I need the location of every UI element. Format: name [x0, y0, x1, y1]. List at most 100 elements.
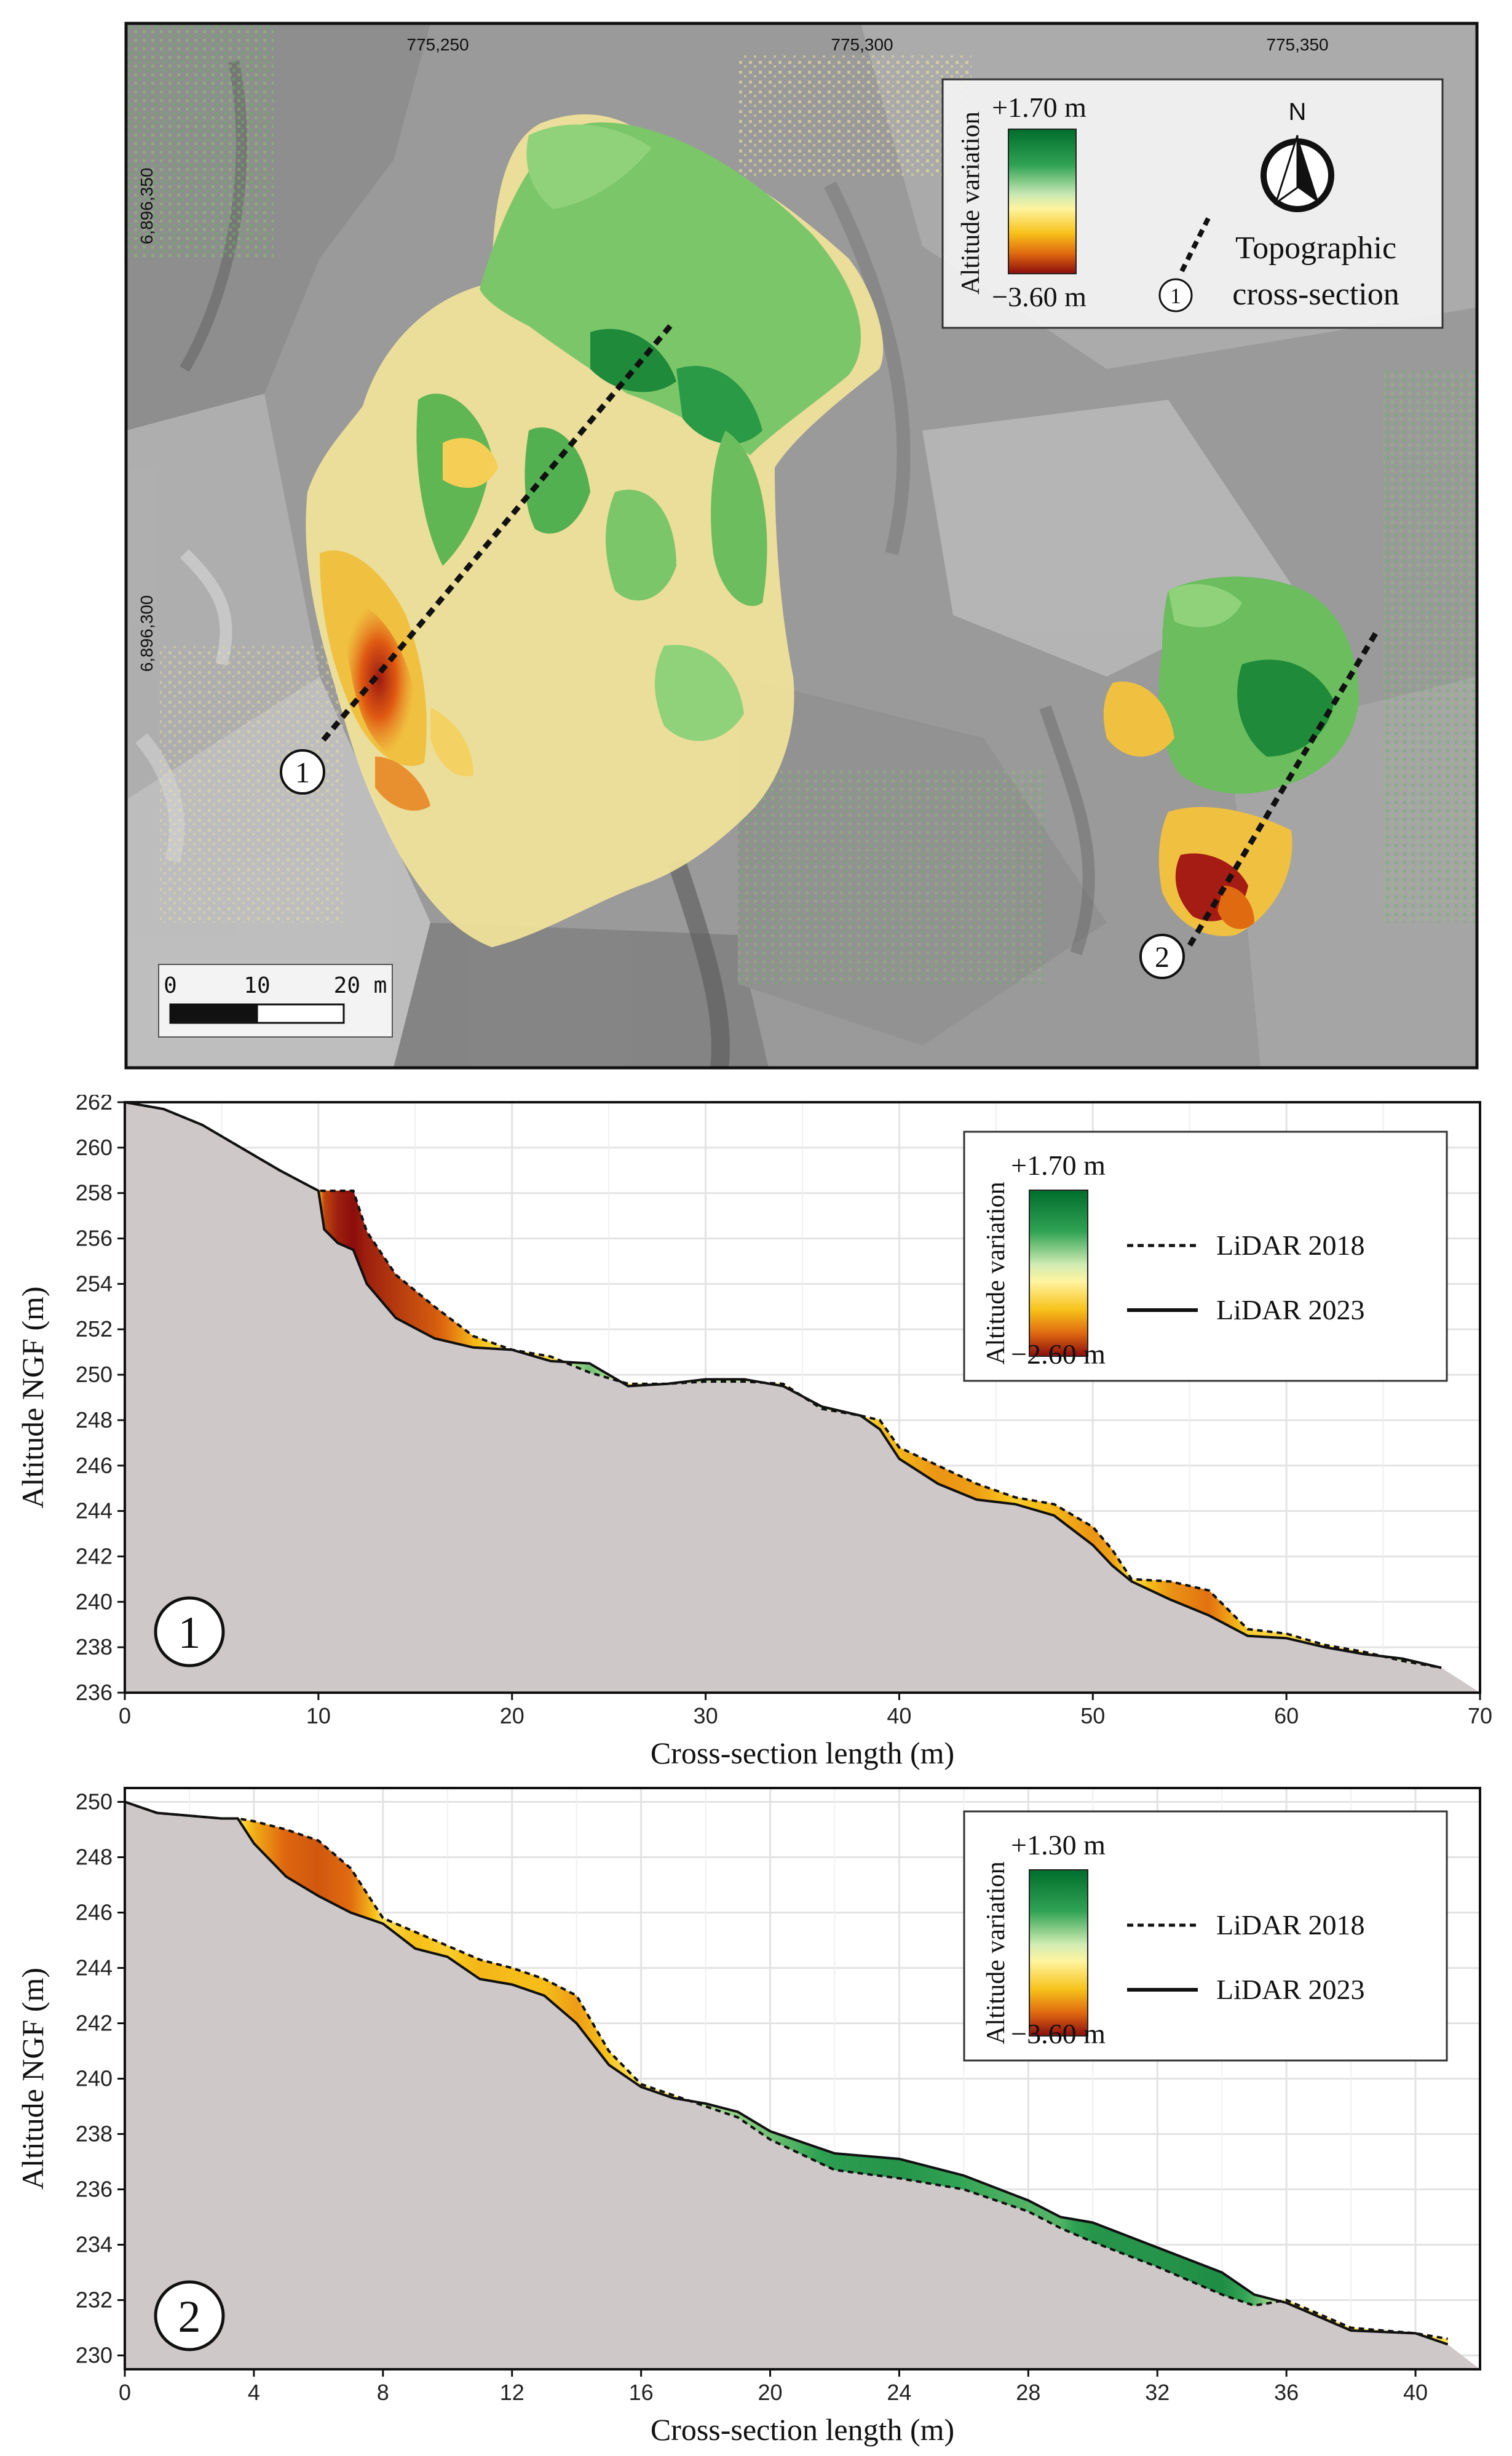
difference-slice [1112, 2230, 1115, 2251]
difference-slice [486, 1961, 489, 1981]
difference-slice [1187, 2259, 1190, 2281]
difference-slice [343, 1190, 346, 1247]
difference-slice [539, 1977, 542, 1995]
difference-slice [459, 1325, 462, 1345]
scattered-change-pixels-ne [738, 55, 972, 178]
cross-section-chart-2: 0 4 8 12 16 20 24 28 32 36 40 230 232 234 236 238 240 242… [15, 1787, 1481, 2447]
difference-slice [935, 2168, 938, 2185]
svg-text:10: 10 [243, 973, 270, 998]
difference-slice [864, 2155, 867, 2174]
difference-slice [355, 1196, 358, 1260]
difference-slice [839, 2153, 842, 2171]
difference-slice [1133, 2238, 1136, 2259]
difference-slice [1222, 1604, 1225, 1624]
difference-slice [965, 1477, 968, 1496]
difference-slice [372, 1239, 375, 1294]
difference-slice [955, 2173, 958, 2189]
difference-slice [829, 2151, 832, 2169]
difference-slice [906, 2160, 909, 2180]
difference-slice [333, 1853, 336, 1906]
series-line-lidar-2018 [124, 1101, 1442, 1669]
difference-slice [877, 2156, 881, 2176]
difference-slice [471, 1955, 474, 1975]
map-color-ramp [1008, 129, 1077, 274]
legend-entry-2018: LiDAR 2018 [1216, 1909, 1365, 1941]
difference-slice [810, 2144, 813, 2160]
difference-slice [837, 2153, 840, 2171]
difference-slice [1135, 2238, 1138, 2260]
difference-slice [513, 1968, 517, 1987]
difference-slice [963, 2175, 965, 2190]
map-frame [124, 22, 1479, 1070]
difference-slice [1172, 1581, 1174, 1602]
difference-slice [1174, 1582, 1177, 1603]
difference-slice [419, 1293, 422, 1332]
difference-slice [912, 2162, 916, 2182]
difference-slice [990, 1488, 993, 1502]
difference-slice [955, 1473, 958, 1492]
series-line-lidar-2018 [124, 1800, 1448, 2340]
difference-slice [283, 1829, 286, 1877]
difference-slice [1206, 2266, 1209, 2290]
y-tick-label: 240 [76, 2066, 113, 2091]
difference-slice [963, 1477, 965, 1495]
difference-slice [422, 1297, 425, 1334]
difference-slice [1203, 2265, 1206, 2288]
difference-slice [1129, 2236, 1132, 2257]
difference-slice [324, 1845, 327, 1901]
y-axis-title: Altitude NGF (m) [15, 1968, 50, 2190]
difference-slice [1120, 2233, 1122, 2254]
difference-slice [1230, 2278, 1233, 2299]
difference-slice [295, 1832, 298, 1884]
difference-slice [1232, 2279, 1235, 2299]
difference-slice [831, 2152, 834, 2170]
difference-slice [558, 1985, 561, 2010]
difference-slice [380, 1251, 383, 1303]
difference-slice [1205, 2265, 1208, 2289]
difference-slice [529, 1973, 532, 1992]
difference-slice [481, 1960, 483, 1980]
difference-slice [326, 1846, 329, 1902]
difference-slice [256, 1821, 259, 1849]
difference-slice [434, 1306, 437, 1340]
difference-slice [461, 1327, 464, 1346]
difference-slice [384, 1257, 387, 1308]
difference-slice [351, 1190, 354, 1250]
difference-slice [438, 1941, 441, 1955]
difference-slice [974, 2179, 977, 2195]
difference-slice [537, 1976, 540, 1995]
difference-slice [542, 1978, 545, 1997]
y-tick-label: 242 [76, 2011, 113, 2036]
difference-slice [366, 1892, 370, 1920]
difference-slice [967, 1479, 970, 1497]
difference-slice [330, 1190, 333, 1238]
difference-slice [267, 1824, 271, 1861]
difference-slice [478, 1959, 481, 1980]
difference-slice [1176, 2254, 1179, 2276]
difference-slice [980, 1485, 983, 1501]
difference-slice [525, 1972, 528, 1990]
difference-slice [372, 1901, 375, 1921]
difference-slice [444, 1313, 447, 1341]
difference-slice [1149, 2244, 1152, 2265]
difference-slice [365, 1890, 368, 1918]
difference-slice [345, 1863, 348, 1912]
difference-slice [1199, 2263, 1202, 2286]
difference-slice [421, 1934, 424, 1951]
difference-slice [1220, 2271, 1223, 2295]
difference-slice [312, 1838, 315, 1894]
difference-slice [957, 2173, 960, 2189]
difference-slice [475, 1957, 478, 1978]
difference-slice [1162, 1581, 1165, 1597]
difference-slice [374, 1242, 377, 1296]
x-axis-title: Cross-section length (m) [651, 1736, 954, 1770]
difference-slice [554, 1984, 557, 2007]
difference-slice [556, 1985, 559, 2009]
difference-slice [869, 2156, 873, 2176]
difference-slice [1164, 2250, 1167, 2271]
difference-slice [953, 2172, 956, 2188]
y-tick-label: 248 [76, 1845, 113, 1870]
difference-slice [299, 1834, 301, 1886]
difference-slice [1073, 2219, 1076, 2235]
